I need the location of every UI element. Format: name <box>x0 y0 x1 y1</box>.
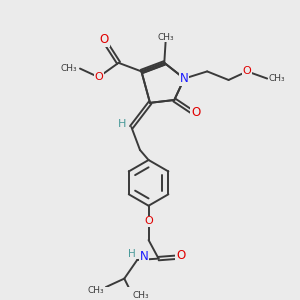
Text: N: N <box>140 250 149 263</box>
Text: O: O <box>144 216 153 226</box>
Text: CH₃: CH₃ <box>158 33 174 42</box>
Text: CH₃: CH₃ <box>88 286 104 295</box>
Text: H: H <box>118 119 127 129</box>
Text: O: O <box>176 249 185 262</box>
Text: O: O <box>94 72 103 82</box>
Text: CH₃: CH₃ <box>133 291 149 300</box>
Text: CH₃: CH₃ <box>268 74 285 83</box>
Text: H: H <box>128 249 136 259</box>
Text: O: O <box>100 34 109 46</box>
Text: CH₃: CH₃ <box>61 64 77 73</box>
Text: O: O <box>243 66 251 76</box>
Text: O: O <box>191 106 200 119</box>
Text: N: N <box>180 72 189 85</box>
